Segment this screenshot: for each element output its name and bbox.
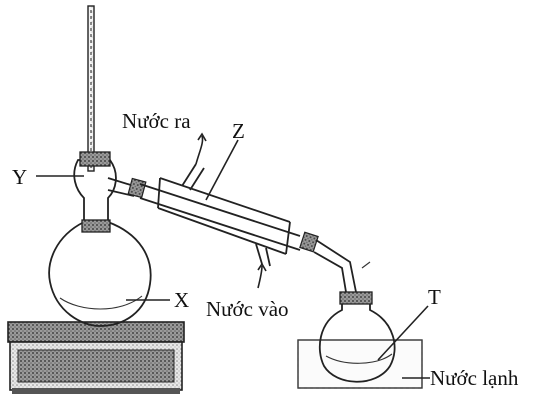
side-arm bbox=[107, 177, 147, 199]
leader-t bbox=[377, 305, 429, 361]
label-z: Z bbox=[232, 119, 245, 143]
thermometer bbox=[87, 5, 95, 172]
label-t: T bbox=[428, 285, 441, 309]
label-cold-water: Nước lạnh bbox=[430, 366, 519, 390]
cold-water-bath bbox=[297, 339, 423, 389]
label-y: Y bbox=[12, 165, 27, 189]
flask-t bbox=[318, 291, 396, 383]
leader-lines bbox=[36, 132, 430, 379]
condenser-z bbox=[139, 163, 301, 267]
flask-x bbox=[48, 151, 152, 327]
adapter bbox=[299, 231, 371, 293]
leader-z bbox=[205, 139, 239, 201]
label-x: X bbox=[174, 288, 189, 312]
heater bbox=[7, 321, 185, 394]
label-water-out: Nước ra bbox=[122, 109, 191, 133]
label-water-in: Nước vào bbox=[206, 297, 289, 321]
arrow-water-out bbox=[195, 135, 204, 165]
arrow-water-in bbox=[257, 265, 263, 289]
